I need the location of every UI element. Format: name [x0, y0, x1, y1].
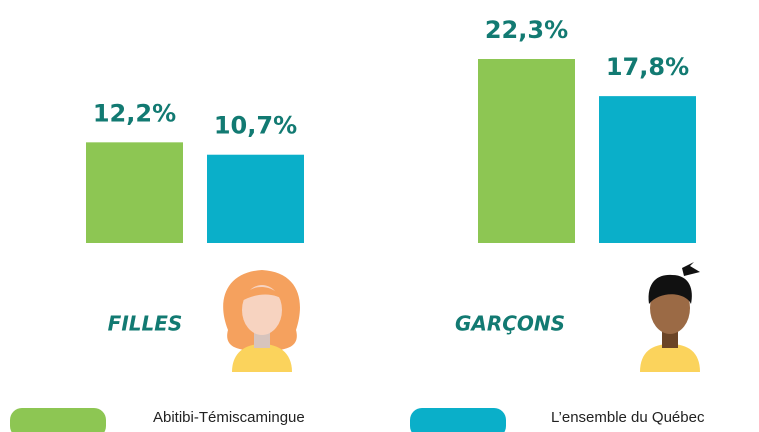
value-label: 12,2% — [93, 99, 176, 127]
value-label: 10,7% — [214, 112, 297, 140]
value-label: 17,8% — [606, 53, 689, 81]
category-label: FILLES — [108, 312, 183, 336]
girl-icon — [223, 270, 300, 372]
value-label: 22,3% — [485, 16, 568, 44]
bar — [478, 59, 575, 243]
legend-swatch — [10, 408, 106, 432]
category-label: GARÇONS — [455, 312, 565, 336]
bar — [86, 142, 183, 243]
bar — [207, 154, 304, 243]
boy-icon — [640, 262, 700, 372]
legend-label: L’ensemble du Québec — [551, 409, 705, 426]
legend-label: Abitibi-Témiscamingue — [153, 409, 305, 426]
bar — [599, 96, 696, 244]
legend-swatch — [410, 408, 506, 432]
